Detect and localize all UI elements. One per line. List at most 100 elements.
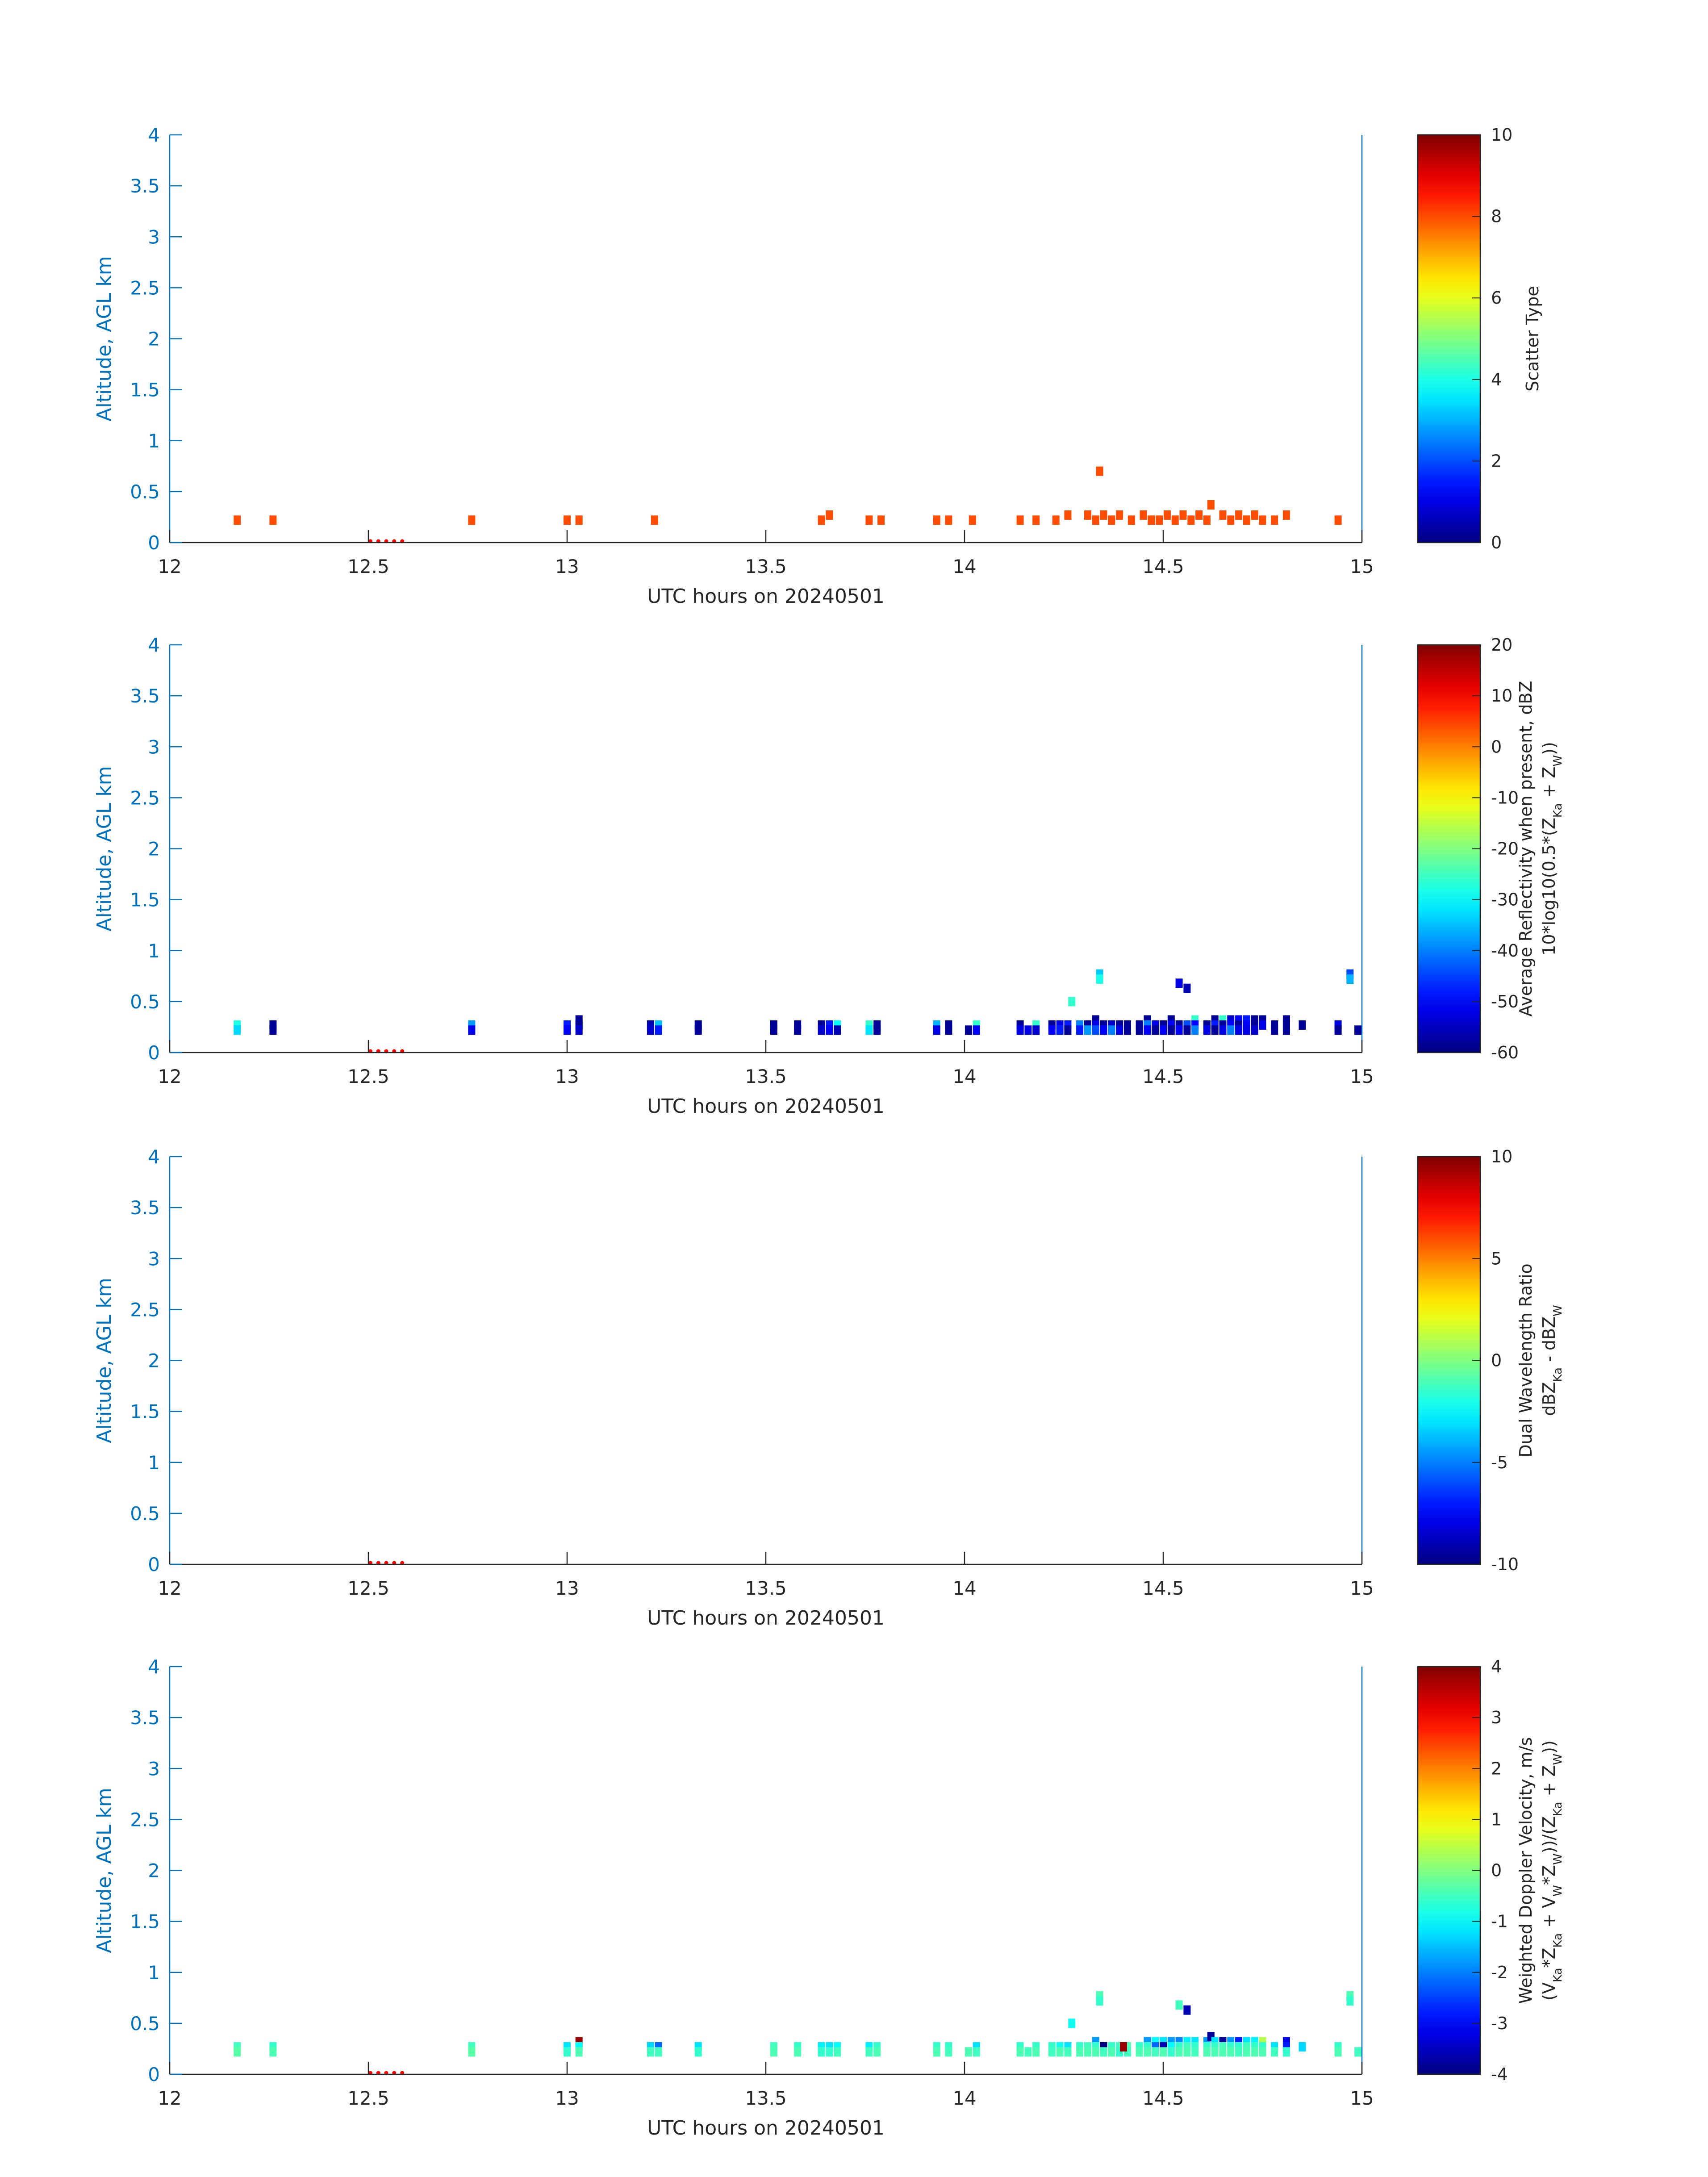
data-cell xyxy=(1052,515,1060,525)
data-cell xyxy=(1235,1025,1243,1035)
colorbar-label: Dual Wavelength Ratio xyxy=(1516,1263,1536,1457)
x-tick-label: 12.5 xyxy=(347,1066,389,1087)
colorbar-tick-label: 3 xyxy=(1491,1708,1502,1727)
colorbar-tick-label: -10 xyxy=(1491,1554,1519,1574)
y-tick-label: 2.5 xyxy=(130,1299,160,1320)
data-cell xyxy=(1068,997,1076,1007)
x-tick-label: 13.5 xyxy=(745,1066,787,1087)
y-tick-label: 1.5 xyxy=(130,1401,160,1423)
data-cell xyxy=(933,515,940,525)
panel-2: 0 0.5 1 1.5 2 2.5 3 3.5 4 12 12.5 13 13.5 14 14.5 15 UTC… xyxy=(93,634,1565,1118)
colorbar-tick-label: 4 xyxy=(1491,370,1502,389)
x-tick-label: 12.5 xyxy=(347,556,389,577)
data-cell xyxy=(826,510,833,520)
colorbar-tick-label: 0 xyxy=(1491,1861,1502,1880)
colorbar-tick-label: 8 xyxy=(1491,207,1502,226)
colorbar-tick-label: 10 xyxy=(1491,1147,1512,1166)
x-tick-label: 14 xyxy=(952,2087,976,2109)
colorbar-tick-label: 20 xyxy=(1491,635,1512,655)
colorbar-tick-label: -40 xyxy=(1491,941,1519,961)
data-cell xyxy=(1167,2047,1175,2057)
panel-1: 0 0.5 1 1.5 2 2.5 3 3.5 4 12 12.5 13 13.5 14 14.5 15 UTC… xyxy=(93,124,1542,608)
data-cell xyxy=(794,1025,802,1035)
data-cell xyxy=(1334,515,1342,525)
data-cell xyxy=(933,2047,940,2057)
data-cell xyxy=(945,1025,952,1035)
data-cell xyxy=(1048,2047,1056,2057)
x-tick-label: 13 xyxy=(555,1577,579,1599)
data-cell xyxy=(1032,2047,1040,2057)
data-cell xyxy=(1191,2047,1199,2057)
data-cell xyxy=(770,1025,777,1035)
x-tick-label: 15 xyxy=(1350,1577,1374,1599)
colorbar-tick-label: -4 xyxy=(1491,2064,1508,2084)
y-axis-label: Altitude, AGL km xyxy=(93,256,116,421)
y-tick-label: 1 xyxy=(148,430,160,452)
y-tick-label: 1 xyxy=(148,940,160,962)
y-tick-label: 2.5 xyxy=(130,1809,160,1830)
x-tick-label: 15 xyxy=(1350,2087,1374,2109)
x-tick-label: 14.5 xyxy=(1142,2087,1184,2109)
data-cell xyxy=(1076,2047,1084,2057)
data-cell xyxy=(1120,2042,1127,2052)
data-cell xyxy=(1271,515,1278,525)
data-cell xyxy=(1259,1020,1266,1030)
data-cell xyxy=(1219,1025,1227,1035)
colorbar-tick-label: -2 xyxy=(1491,1963,1508,1982)
colorbar-tick-label: 6 xyxy=(1491,288,1502,308)
colorbar-label: (VKa*ZKa + VW*ZW))/(ZKa + ZW)) xyxy=(1539,1740,1565,2001)
data-cell xyxy=(234,515,241,525)
data-cell xyxy=(1144,2047,1151,2057)
data-cell xyxy=(1024,2047,1032,2057)
data-cell xyxy=(269,515,277,525)
data-cell xyxy=(1064,1025,1072,1035)
data-cell xyxy=(973,1025,980,1035)
y-tick-label: 0 xyxy=(148,532,160,554)
data-cell xyxy=(1251,510,1258,520)
data-cell xyxy=(945,515,952,525)
data-cell xyxy=(965,2047,972,2057)
data-cell xyxy=(269,1025,277,1035)
x-tick-label: 13 xyxy=(555,556,579,577)
data-cell xyxy=(1148,515,1155,525)
colorbar-label: 10*log10(0.5*(ZKa + ZW)) xyxy=(1539,742,1565,956)
colorbar-tick-label: -1 xyxy=(1491,1912,1508,1931)
data-cell xyxy=(1163,510,1171,520)
colorbar-tick-label: 5 xyxy=(1491,1249,1502,1268)
x-axis-label: UTC hours on 20240501 xyxy=(647,2117,885,2139)
data-cell xyxy=(1116,510,1123,520)
colorbar-tick-label: -50 xyxy=(1491,992,1519,1011)
colorbar-tick-label: 0 xyxy=(1491,737,1502,756)
colorbar xyxy=(1417,644,1481,1053)
data-cell xyxy=(1271,2047,1278,2057)
data-cell xyxy=(1183,1025,1191,1035)
data-cell xyxy=(1183,983,1191,993)
data-cell xyxy=(564,2047,571,2057)
colorbar-label: Weighted Doppler Velocity, m/s xyxy=(1516,1737,1536,2004)
data-cell xyxy=(1056,2047,1064,2057)
data-cell xyxy=(1068,2018,1076,2028)
y-tick-label: 0.5 xyxy=(130,1503,160,1525)
colorbar-tick-label: 2 xyxy=(1491,451,1502,471)
y-tick-label: 1 xyxy=(148,1962,160,1984)
data-cell xyxy=(234,1025,241,1035)
y-tick-label: 4 xyxy=(148,634,160,656)
y-tick-label: 2.5 xyxy=(130,787,160,809)
data-cell xyxy=(694,1025,702,1035)
data-cell xyxy=(1354,1025,1362,1035)
y-tick-label: 3 xyxy=(148,1248,160,1270)
y-tick-label: 3 xyxy=(148,736,160,758)
y-tick-label: 2 xyxy=(148,838,160,860)
data-cell xyxy=(1096,1996,1103,2006)
data-cell xyxy=(1108,1025,1115,1035)
data-cell xyxy=(1116,1025,1123,1035)
data-cell xyxy=(1136,2047,1143,2057)
data-cell xyxy=(1251,1025,1258,1035)
data-cell xyxy=(1259,2047,1266,2057)
y-tick-label: 0 xyxy=(148,1554,160,1575)
data-cell xyxy=(1084,2047,1091,2057)
colorbar-tick-label: 10 xyxy=(1491,125,1512,145)
data-cell xyxy=(969,515,976,525)
data-cell xyxy=(694,2047,702,2057)
data-cell xyxy=(1128,515,1135,525)
